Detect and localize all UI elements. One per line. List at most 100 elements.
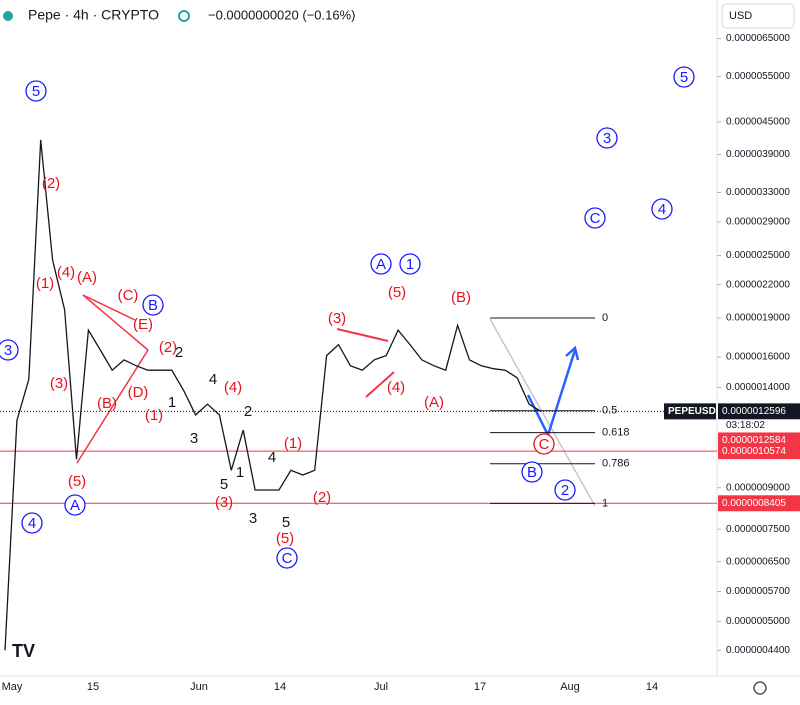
wave-circle — [651, 198, 673, 220]
change: −0.0000000020 (−0.16%) — [208, 7, 355, 22]
status-icon — [178, 10, 190, 22]
wave-label: 1 — [406, 256, 414, 273]
wave-label: 3 — [4, 342, 12, 359]
wave-label: B — [148, 297, 158, 314]
wave-circle — [370, 253, 392, 275]
wave-label: (2) — [313, 489, 331, 506]
wave-label: (A) — [424, 394, 444, 411]
wave-label: C — [282, 550, 293, 567]
wave-label: (2) — [42, 175, 60, 192]
currency[interactable]: USD — [729, 10, 752, 22]
wave-label: 5 — [220, 476, 228, 493]
symbol[interactable]: Pepe · 4h · CRYPTO — [28, 7, 159, 23]
wave-circle — [673, 66, 695, 88]
wave-label: 2 — [561, 482, 569, 499]
y-tick-label: 0.0000007500 — [726, 524, 790, 535]
wave-label: B — [527, 464, 537, 481]
wave-label: (2) — [159, 339, 177, 356]
wave-circle — [399, 253, 421, 275]
fib-label: 0.5 — [602, 405, 617, 417]
wave-circle — [25, 80, 47, 102]
wave-label: (1) — [36, 275, 54, 292]
fib-label: 0.786 — [602, 458, 630, 470]
trendline — [82, 294, 149, 351]
wave-label: (1) — [284, 435, 302, 452]
wave-label: 5 — [282, 514, 290, 531]
y-tick-label: 0.0000005000 — [726, 616, 790, 627]
wave-label: (5) — [68, 473, 86, 490]
y-tick-label: 0.0000009000 — [726, 482, 790, 493]
x-tick-label: 17 — [474, 681, 486, 693]
wave-circle — [554, 479, 576, 501]
trendline — [82, 294, 136, 321]
x-tick-label: 14 — [274, 681, 286, 693]
wave-label: (3) — [215, 494, 233, 511]
wave-label: 1 — [236, 464, 244, 481]
symbol-tag: PEPEUSD — [668, 406, 716, 417]
x-tick-label: 15 — [87, 681, 99, 693]
settings-icon[interactable] — [753, 681, 767, 695]
wave-label: (3) — [328, 310, 346, 327]
wave-label: 5 — [680, 69, 688, 86]
x-tick-label: May — [2, 681, 23, 693]
wave-circle — [584, 207, 606, 229]
y-tick-label: 0.0000019000 — [726, 313, 790, 324]
fib-label: 1 — [602, 497, 608, 509]
wave-label: (B) — [97, 395, 117, 412]
wave-label: 3 — [249, 510, 257, 527]
wave-label: A — [70, 497, 80, 514]
countdown-bg — [718, 419, 800, 433]
x-tick-label: Jun — [190, 681, 208, 693]
wave-label: (E) — [133, 316, 153, 333]
currency-button[interactable] — [721, 3, 795, 29]
wave-label: 4 — [209, 371, 217, 388]
wave-circle — [521, 461, 543, 483]
symbol-tag-bg — [664, 403, 716, 420]
y-tick-label: 0.0000022000 — [726, 279, 790, 290]
wave-label: 4 — [28, 515, 36, 532]
trendline — [365, 371, 395, 398]
wave-label: A — [376, 256, 386, 273]
y-tick-label: 0.0000016000 — [726, 352, 790, 363]
x-tick-label: Aug — [560, 681, 580, 693]
wave-circle — [276, 547, 298, 569]
wave-label: (3) — [50, 375, 68, 392]
logo — [3, 11, 13, 21]
wave-label: (1) — [145, 407, 163, 424]
y-tick-label: 0.0000055000 — [726, 71, 790, 82]
price-tag-label: 0.0000008405 — [722, 498, 786, 509]
countdown: 03:18:02 — [726, 420, 765, 431]
wave-label: (5) — [388, 284, 406, 301]
wave-label: (4) — [387, 379, 405, 396]
y-tick-label: 0.0000045000 — [726, 117, 790, 128]
y-tick-label: 0.0000004400 — [726, 645, 790, 656]
y-tick-label: 0.0000005700 — [726, 586, 790, 597]
wave-label: (C) — [118, 287, 139, 304]
wave-label: 1 — [168, 394, 176, 411]
trendline — [336, 328, 389, 342]
wave-circle — [596, 127, 618, 149]
y-tick-label: 0.0000025000 — [726, 250, 790, 261]
wave-label: (4) — [224, 379, 242, 396]
fib-label: 0.618 — [602, 426, 630, 438]
price-tag — [718, 443, 800, 460]
wave-label: 4 — [658, 201, 666, 218]
wave-label: (A) — [77, 269, 97, 286]
wave-circle — [142, 294, 164, 316]
y-tick-label: 0.0000014000 — [726, 382, 790, 393]
wave-label: 2 — [244, 403, 252, 420]
wave-circle — [0, 339, 19, 361]
price-line-series — [4, 139, 542, 651]
wave-label: 4 — [268, 449, 276, 466]
wave-label: C — [539, 436, 550, 453]
y-tick-label: 0.0000006500 — [726, 556, 790, 567]
y-tick-label: 0.0000029000 — [726, 217, 790, 228]
price-tag-label: 0.0000012596 — [722, 406, 786, 417]
wave-label: 3 — [603, 130, 611, 147]
wave-label: (4) — [57, 264, 75, 281]
wave-label: C — [590, 210, 601, 227]
wave-label: 5 — [32, 83, 40, 100]
price-tag — [718, 403, 800, 420]
